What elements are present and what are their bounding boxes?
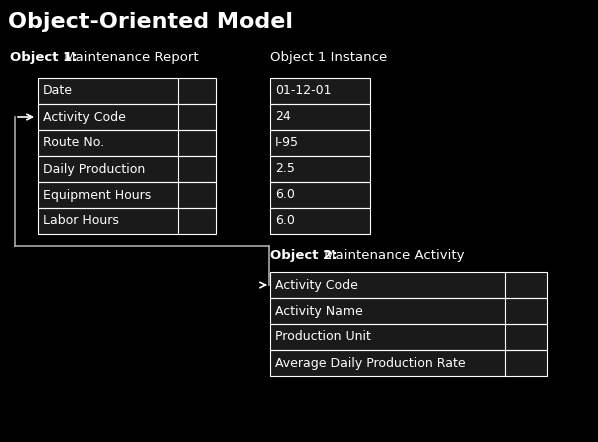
Text: 01-12-01: 01-12-01 xyxy=(275,84,331,98)
Bar xyxy=(38,78,216,104)
Bar xyxy=(270,78,370,104)
Text: I-95: I-95 xyxy=(275,137,299,149)
Text: Equipment Hours: Equipment Hours xyxy=(43,188,151,202)
Text: Activity Code: Activity Code xyxy=(275,278,358,292)
Bar xyxy=(270,130,370,156)
Text: Maintenance Activity: Maintenance Activity xyxy=(320,249,465,263)
Bar xyxy=(270,78,370,104)
Text: Object 2:: Object 2: xyxy=(270,249,338,263)
Text: Date: Date xyxy=(43,84,73,98)
Text: 2.5: 2.5 xyxy=(275,163,295,175)
Bar xyxy=(38,130,216,156)
Text: Object 1:: Object 1: xyxy=(10,52,78,65)
Bar xyxy=(38,182,216,208)
Text: Object 1 Instance: Object 1 Instance xyxy=(270,52,388,65)
Bar xyxy=(38,182,216,208)
Bar xyxy=(270,156,370,182)
Bar xyxy=(270,104,370,130)
Bar xyxy=(270,324,547,350)
Bar xyxy=(38,208,216,234)
Text: 6.0: 6.0 xyxy=(275,188,295,202)
Bar xyxy=(270,208,370,234)
Bar xyxy=(270,104,370,130)
Bar xyxy=(38,130,216,156)
Bar xyxy=(270,350,547,376)
Bar xyxy=(270,130,370,156)
Bar xyxy=(270,324,547,350)
Bar xyxy=(38,104,216,130)
Bar xyxy=(270,182,370,208)
Bar xyxy=(270,298,547,324)
Bar xyxy=(38,156,216,182)
Text: Object-Oriented Model: Object-Oriented Model xyxy=(8,12,293,32)
Bar xyxy=(270,272,547,298)
Bar xyxy=(38,208,216,234)
Bar xyxy=(270,208,370,234)
Bar xyxy=(38,156,216,182)
Text: Average Daily Production Rate: Average Daily Production Rate xyxy=(275,357,466,370)
Bar xyxy=(270,156,370,182)
Text: Route No.: Route No. xyxy=(43,137,104,149)
Text: Maintenance Report: Maintenance Report xyxy=(60,52,199,65)
Text: Activity Code: Activity Code xyxy=(43,110,126,123)
Text: Daily Production: Daily Production xyxy=(43,163,145,175)
Bar xyxy=(270,272,547,298)
Bar xyxy=(270,350,547,376)
Text: Activity Name: Activity Name xyxy=(275,305,363,317)
Text: 6.0: 6.0 xyxy=(275,214,295,228)
Bar xyxy=(38,78,216,104)
Bar xyxy=(38,104,216,130)
Text: Production Unit: Production Unit xyxy=(275,331,371,343)
Bar xyxy=(270,298,547,324)
Text: 24: 24 xyxy=(275,110,291,123)
Bar xyxy=(270,182,370,208)
Text: Labor Hours: Labor Hours xyxy=(43,214,119,228)
